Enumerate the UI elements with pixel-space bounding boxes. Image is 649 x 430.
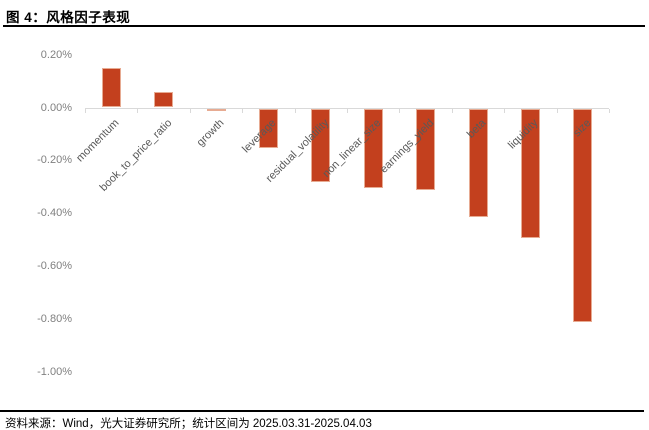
y-axis-tick-label: -0.80% xyxy=(37,312,72,325)
y-axis-tick-label: -1.00% xyxy=(37,365,72,378)
x-axis-tick xyxy=(242,108,244,113)
x-axis-tick xyxy=(609,108,610,113)
bar xyxy=(573,108,593,323)
bar xyxy=(416,108,436,191)
footer-divider xyxy=(0,410,644,412)
category-label: growth xyxy=(194,116,227,149)
source-note: 资料来源：Wind，光大证券研究所；统计区间为 2025.03.31-2025.… xyxy=(5,418,372,430)
category-label: momentum xyxy=(74,116,122,164)
x-axis-tick xyxy=(347,108,348,113)
x-axis-line xyxy=(85,107,609,109)
figure-title: 图 4：风格因子表现 xyxy=(6,10,131,25)
style-factor-bar-chart: 0.20% 0.00% -0.20% -0.40% -0.60% -0.80% -1.00%… xyxy=(0,28,649,406)
x-axis-tick xyxy=(294,108,296,113)
bar xyxy=(154,91,174,108)
x-axis-tick xyxy=(189,108,191,113)
title-divider xyxy=(3,25,645,27)
x-axis-tick xyxy=(399,108,401,113)
x-axis-tick xyxy=(451,108,453,113)
bar xyxy=(206,108,226,112)
bar xyxy=(311,108,331,183)
bar xyxy=(363,108,383,188)
bar xyxy=(520,108,540,238)
x-axis-tick xyxy=(85,108,86,113)
y-axis-tick-label: -0.20% xyxy=(37,154,72,167)
x-axis-tick xyxy=(556,108,558,113)
bar xyxy=(258,108,278,149)
y-axis-tick-label: 0.20% xyxy=(40,48,72,61)
y-axis-tick-label: -0.40% xyxy=(37,207,72,220)
x-axis-tick xyxy=(504,108,506,113)
y-axis-tick-label: -0.60% xyxy=(37,259,72,272)
bar xyxy=(468,108,488,217)
bar xyxy=(101,67,121,108)
y-axis-tick-label: 0.00% xyxy=(40,101,72,114)
x-axis-tick xyxy=(137,108,139,113)
